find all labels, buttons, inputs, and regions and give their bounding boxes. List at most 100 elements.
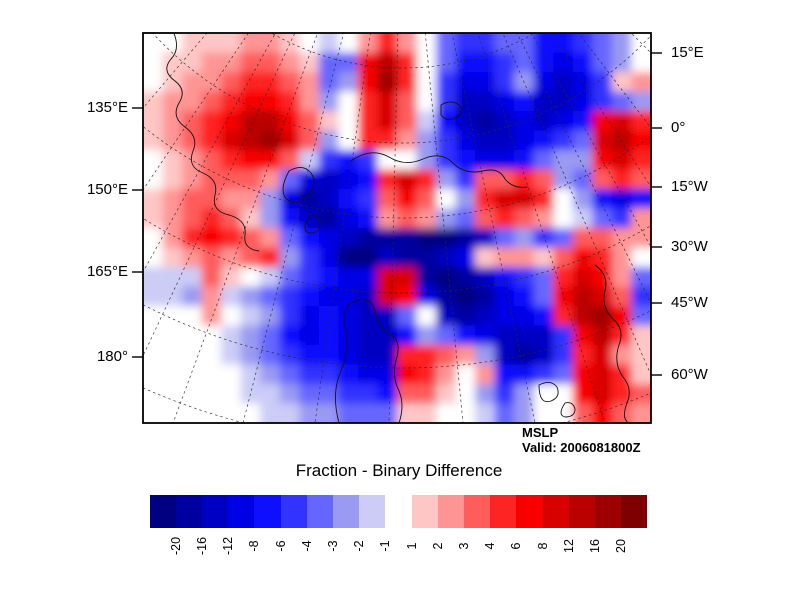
- field-cell: [553, 345, 574, 366]
- field-cell: [221, 325, 242, 346]
- field-cell: [143, 130, 144, 151]
- field-cell: [240, 228, 261, 249]
- field-cell: [299, 247, 320, 268]
- colorbar-cell-negative: [228, 495, 255, 528]
- field-cell: [299, 403, 320, 423]
- coastline-greenland: [335, 298, 403, 423]
- field-cell: [553, 72, 574, 93]
- field-cell: [494, 33, 515, 34]
- field-cell: [377, 306, 398, 327]
- field-cell: [377, 33, 398, 54]
- field-cell: [436, 169, 457, 190]
- field-cell: [143, 208, 164, 229]
- field-cell: [416, 111, 437, 132]
- field-cell: [397, 423, 417, 443]
- field-cell: [299, 52, 320, 73]
- field-cell: [572, 364, 593, 385]
- field-cell: [455, 384, 476, 405]
- field-cell: [514, 403, 535, 423]
- field-cell: [416, 325, 437, 346]
- field-cell: [260, 286, 281, 307]
- field-cell: [533, 189, 554, 210]
- field-cell: [182, 72, 203, 93]
- field-cell: [592, 364, 613, 385]
- field-cell: [397, 364, 418, 385]
- field-cell: [651, 53, 671, 73]
- field-cell: [397, 306, 418, 327]
- field-cell: [572, 267, 593, 288]
- field-cell: [533, 52, 554, 73]
- field-cell: [143, 150, 164, 171]
- field-cell: [162, 306, 183, 327]
- field-cell: [397, 325, 418, 346]
- field-cell: [357, 72, 379, 93]
- field-cell: [357, 130, 379, 151]
- field-cell: [162, 189, 183, 210]
- field-cell: [240, 33, 261, 34]
- coastlines: [166, 33, 630, 423]
- field-cell: [572, 403, 593, 423]
- map-annotation: MSLP Valid: 2006081800Z: [522, 425, 641, 455]
- field-cell: [592, 91, 613, 112]
- field-cell: [377, 325, 398, 346]
- field-cell: [553, 325, 574, 346]
- field-cell: [475, 150, 496, 171]
- field-cell: [436, 33, 457, 34]
- field-cell: [553, 91, 574, 112]
- colorbar-tick-label: 12: [561, 539, 576, 553]
- field-cell: [631, 130, 651, 151]
- coastline-scandinavia: [166, 33, 260, 252]
- field-cell: [514, 384, 535, 405]
- field-cell: [279, 169, 300, 190]
- field-cell: [377, 52, 398, 73]
- field-cell: [201, 267, 222, 288]
- field-cell: [162, 364, 183, 385]
- field-cell: [611, 267, 633, 288]
- field-cell: [416, 267, 437, 288]
- field-cell: [240, 306, 261, 327]
- field-cell: [514, 247, 535, 268]
- field-cell: [279, 91, 300, 112]
- field-cell: [494, 130, 515, 151]
- field-cell: [143, 111, 164, 132]
- field-cell: [182, 111, 203, 132]
- field-cell: [494, 267, 515, 288]
- field-cell: [377, 150, 398, 171]
- field-cell: [299, 267, 320, 288]
- field-cell: [260, 208, 281, 229]
- field-cell: [611, 403, 633, 423]
- field-cell: [611, 345, 633, 366]
- field-cell: [221, 169, 242, 190]
- field-cell: [494, 91, 515, 112]
- field-cell: [611, 150, 633, 171]
- field-cell: [631, 286, 651, 307]
- field-cell: [494, 169, 515, 190]
- field-cell: [397, 72, 418, 93]
- field-cell: [318, 52, 339, 73]
- field-cell: [416, 33, 437, 54]
- field-cell: [651, 92, 671, 112]
- field-cell: [416, 91, 437, 112]
- field-cell: [611, 247, 633, 268]
- field-cell: [221, 189, 242, 210]
- field-cell: [416, 150, 437, 171]
- field-cell: [533, 228, 554, 249]
- field-cell: [143, 52, 144, 73]
- field-cell: [162, 169, 183, 190]
- field-cell: [475, 52, 496, 73]
- field-cell: [201, 33, 222, 54]
- field-cell: [279, 247, 300, 268]
- field-cell: [299, 423, 319, 443]
- field-cell: [514, 91, 535, 112]
- field-cell: [494, 364, 515, 385]
- field-cell: [494, 345, 515, 366]
- field-cell: [651, 248, 671, 268]
- colorbar-tick-label: -3: [325, 540, 340, 552]
- latitude-circle: [152, 33, 651, 144]
- field-cell: [143, 286, 164, 307]
- field-cell: [201, 403, 222, 423]
- field-cell: [572, 169, 593, 190]
- field-cell: [533, 208, 554, 229]
- left-axis-tick-label: 165°E: [86, 263, 128, 280]
- field-cell: [221, 111, 242, 132]
